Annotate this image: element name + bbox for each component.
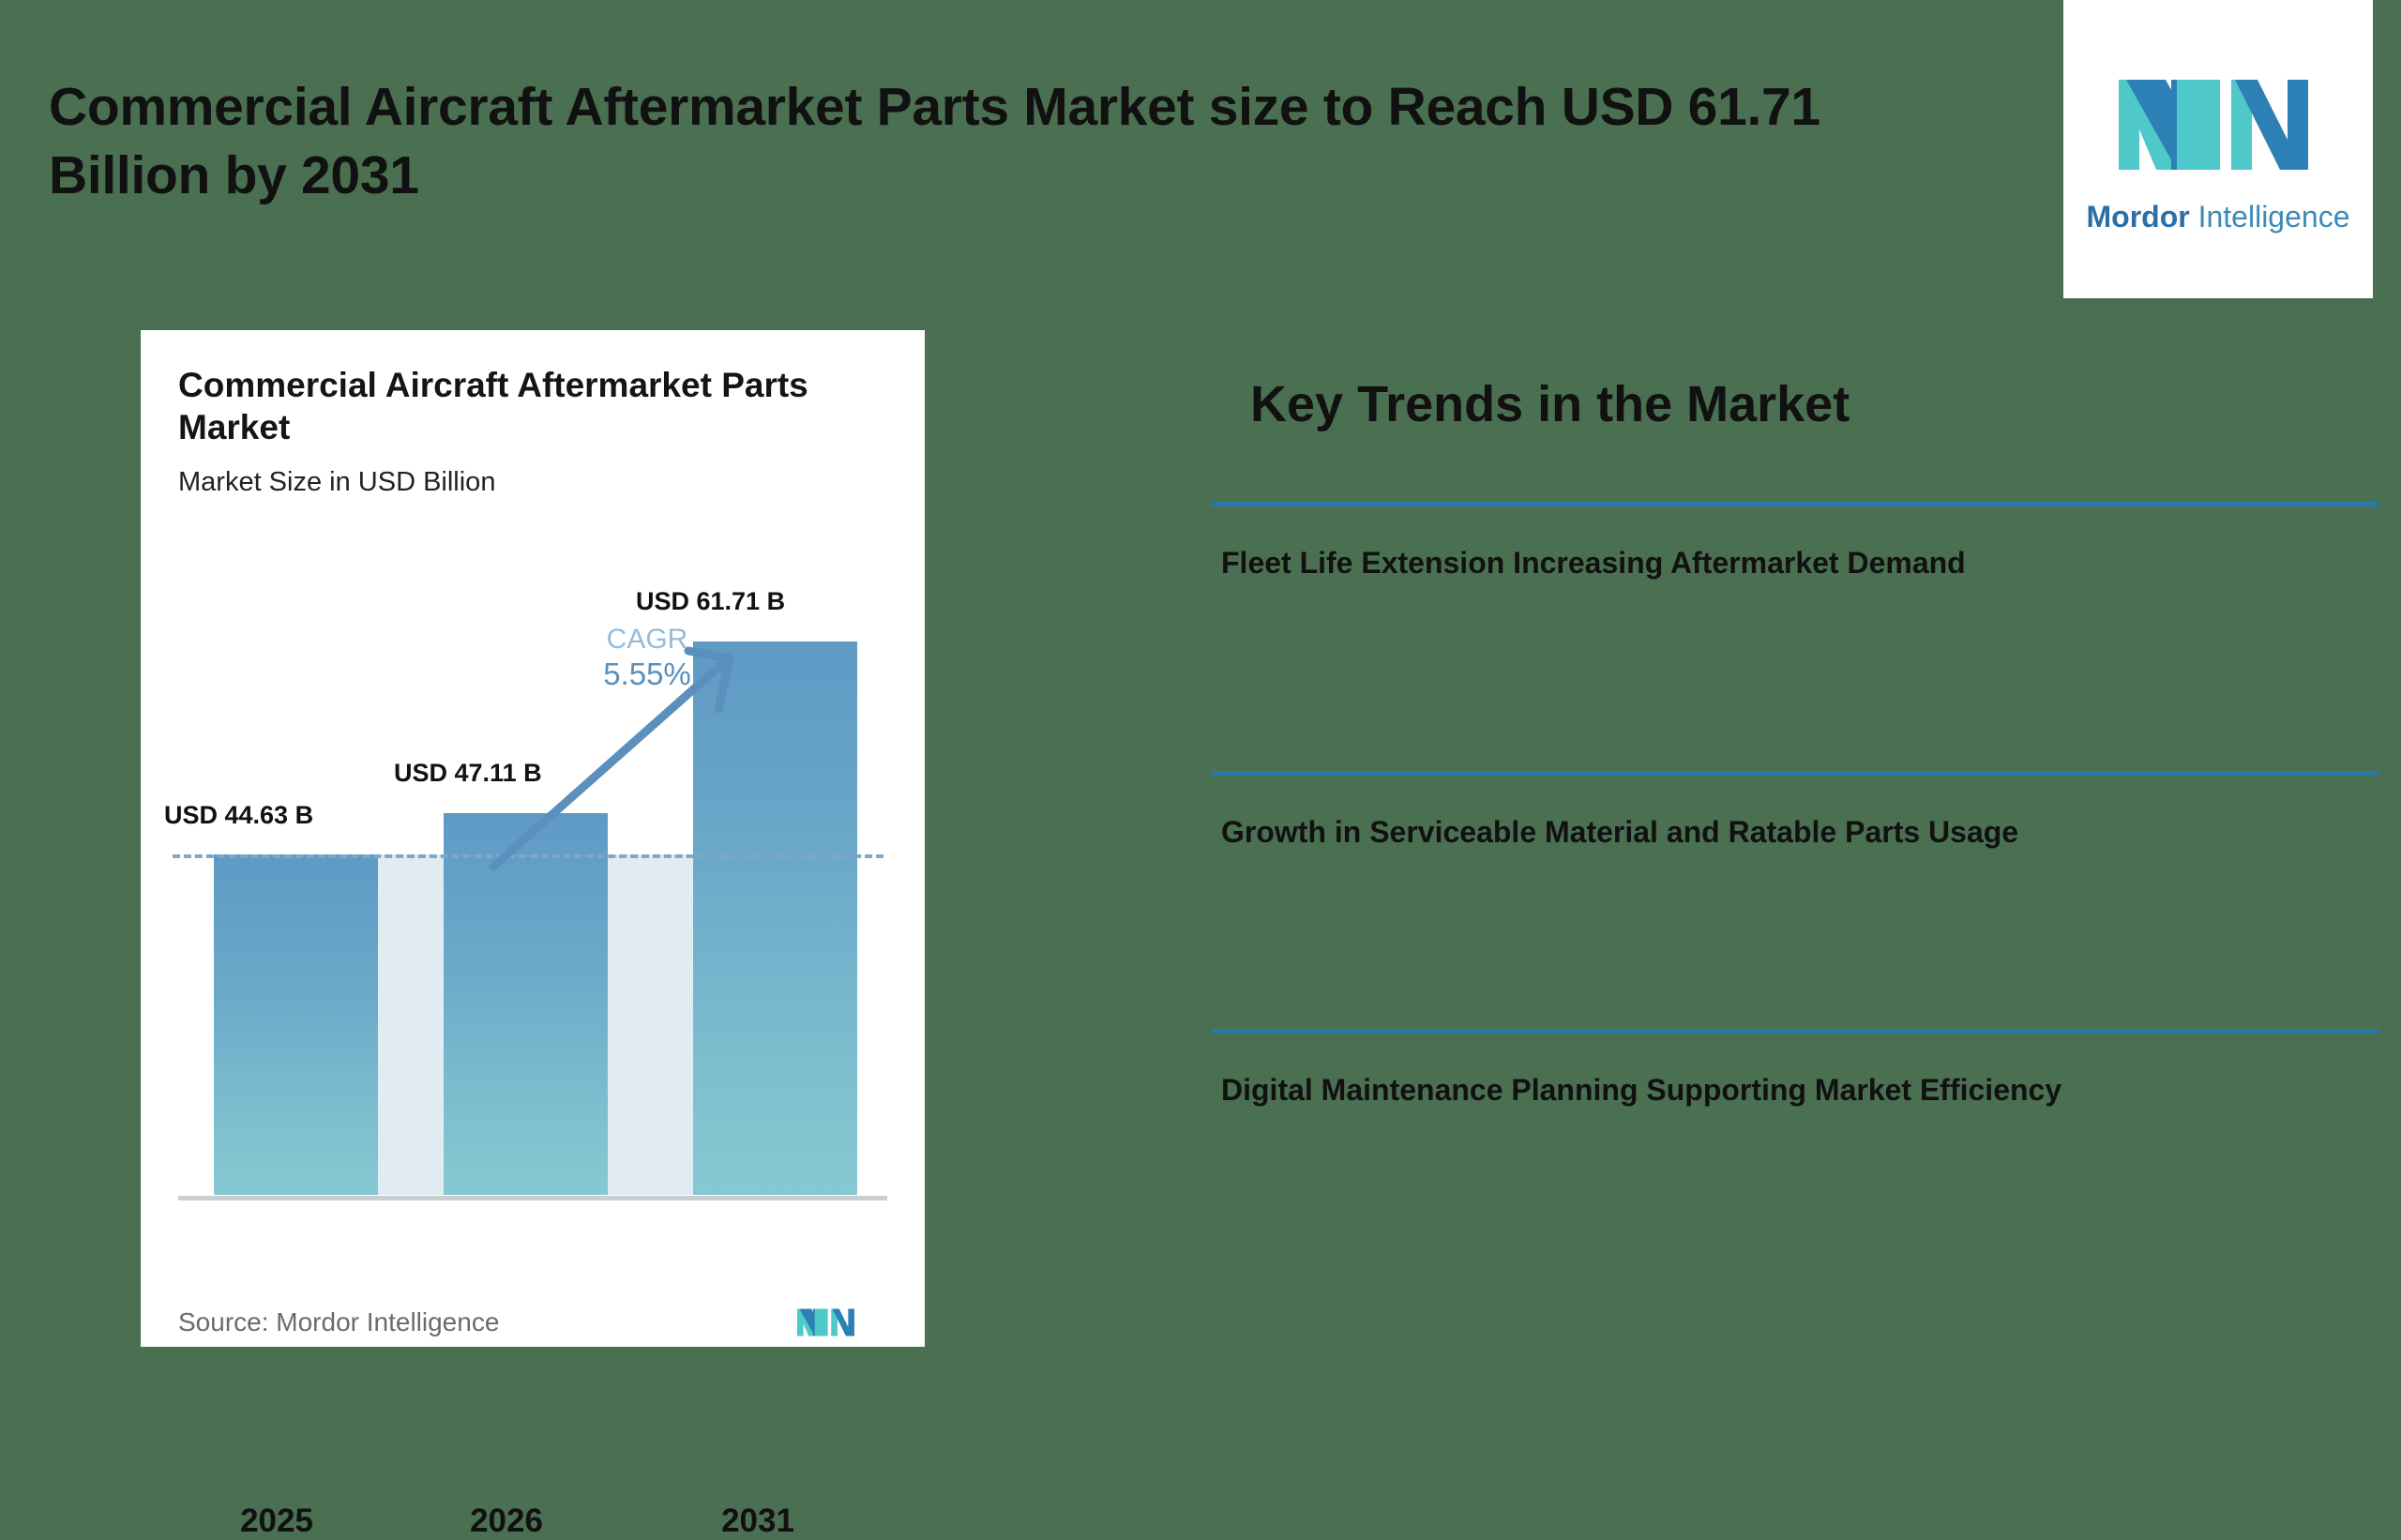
page-headline: Commercial Aircraft Aftermarket Parts Ma… [49, 77, 1820, 205]
baseline-dashed-line [173, 854, 883, 858]
x-axis-line [178, 1196, 887, 1200]
cagr-annotation: CAGR 5.55% [581, 625, 713, 693]
cagr-growth-arrow-icon [489, 646, 734, 871]
x-axis-tick-2031: 2031 [721, 1502, 794, 1539]
bar-value-label-2031: USD 61.71 B [636, 587, 786, 615]
chart-card: Commercial Aircraft Aftermarket Parts Ma… [141, 330, 925, 1539]
cagr-label: CAGR [606, 624, 688, 655]
key-trend-item-2: Growth in Serviceable Material and Ratab… [1212, 771, 2379, 850]
bar-2025 [214, 854, 378, 1195]
key-trend-label-1: Fleet Life Extension Increasing Aftermar… [1221, 546, 1966, 580]
key-trend-label-3: Digital Maintenance Planning Supporting … [1221, 1073, 2062, 1107]
key-trend-item-1: Fleet Life Extension Increasing Aftermar… [1212, 502, 2379, 581]
brand-name-light: Intelligence [2197, 199, 2350, 234]
chart-subtitle: Market Size in USD Billion [178, 467, 496, 497]
cagr-value: 5.55% [603, 656, 691, 691]
chart-source-text: Source: Mordor Intelligence [178, 1307, 500, 1336]
brand-name-bold: Mordor [2086, 199, 2190, 234]
bar-value-label-2026: USD 47.11 B [394, 759, 542, 787]
x-axis-tick-2026: 2026 [470, 1502, 543, 1539]
key-trend-divider-3 [1212, 1029, 2379, 1034]
bar-chart-plot: USD 44.63 B USD 47.11 B USD 61.71 B CAGR… [164, 587, 887, 1539]
key-trend-divider-2 [1212, 771, 2379, 776]
mordor-intelligence-mark-icon [2119, 79, 2308, 170]
bar-2026 [444, 813, 608, 1195]
bar-value-label-2025: USD 44.63 B [164, 801, 314, 829]
key-trend-label-2: Growth in Serviceable Material and Ratab… [1221, 815, 2019, 849]
brand-logo-box: Mordor Intelligence [2063, 0, 2373, 298]
mordor-intelligence-mark-icon [797, 1308, 854, 1336]
key-trend-divider-1 [1212, 502, 2379, 506]
key-trend-item-3: Digital Maintenance Planning Supporting … [1212, 1029, 2379, 1108]
brand-wordmark: Mordor Intelligence [2087, 200, 2350, 234]
key-trends-title: Key Trends in the Market [1250, 376, 1850, 432]
x-axis-tick-2025: 2025 [240, 1502, 313, 1539]
chart-title: Commercial Aircraft Aftermarket Parts Ma… [178, 366, 808, 447]
bar-2031 [693, 642, 857, 1195]
